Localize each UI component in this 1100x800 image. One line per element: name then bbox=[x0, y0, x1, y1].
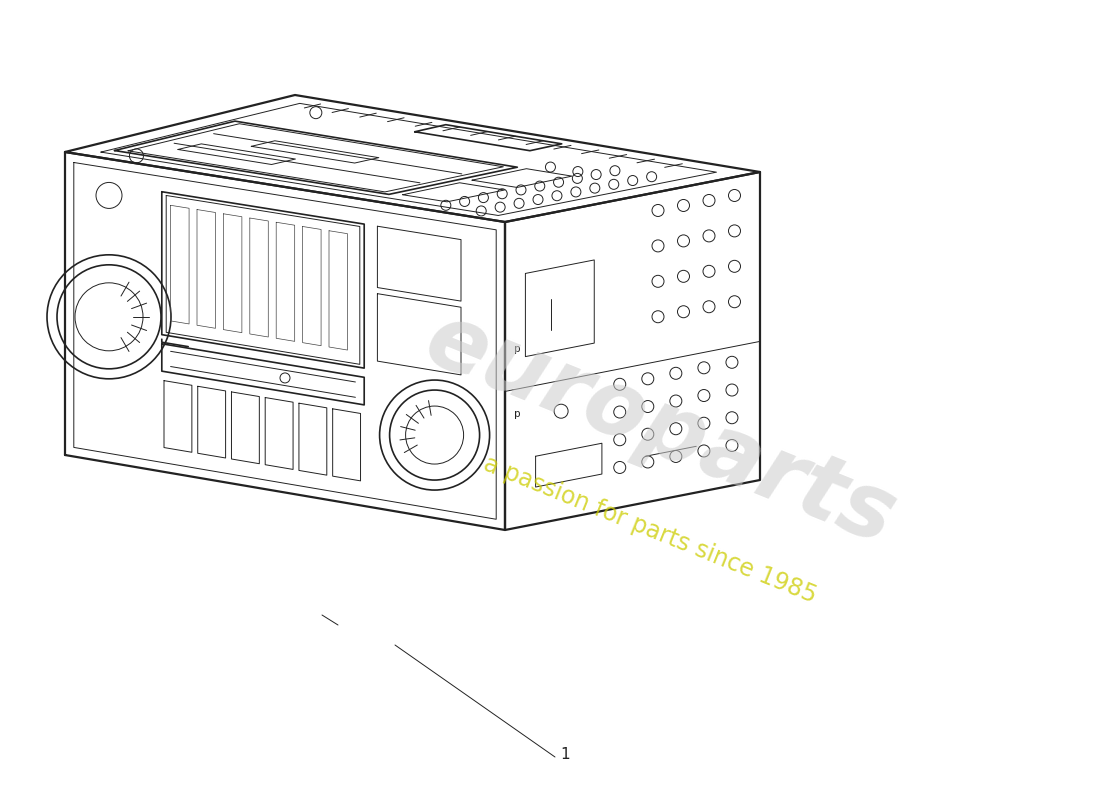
Text: p: p bbox=[515, 344, 521, 354]
Text: europarts: europarts bbox=[412, 296, 908, 564]
Text: 1: 1 bbox=[560, 747, 570, 762]
Text: a passion for parts since 1985: a passion for parts since 1985 bbox=[480, 452, 821, 608]
Text: p: p bbox=[515, 409, 521, 418]
